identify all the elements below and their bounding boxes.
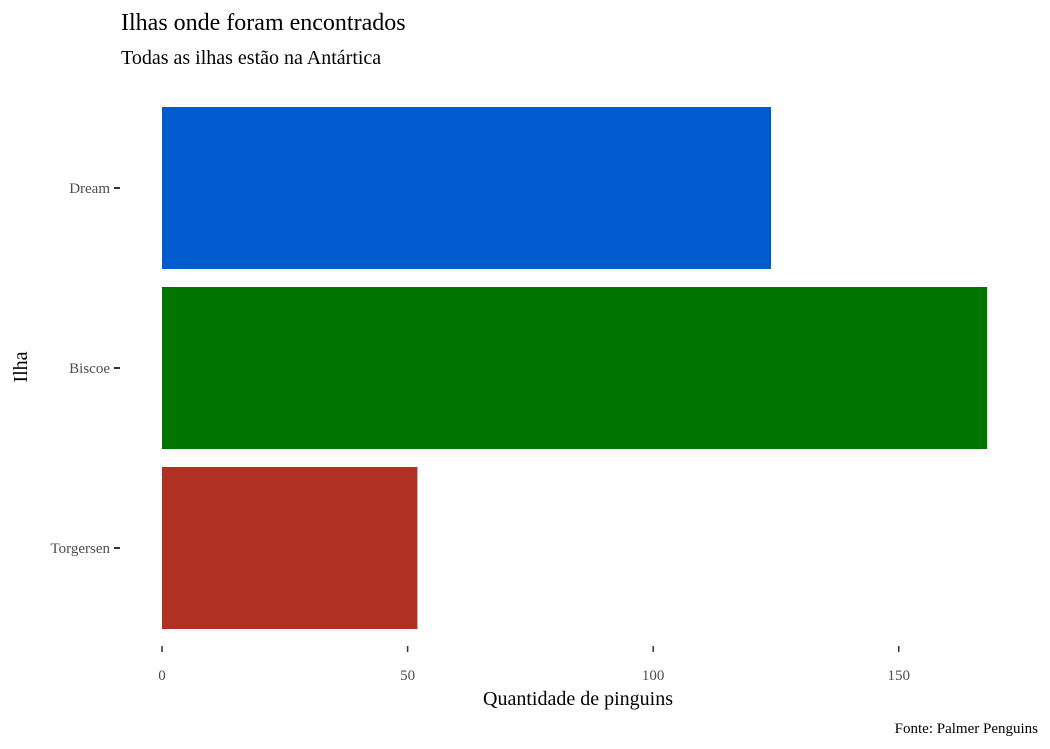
y-tick-label-torgersen: Torgersen	[51, 541, 111, 557]
chart-title: Ilhas onde foram encontrados	[121, 10, 406, 36]
x-tick-label-100: 100	[642, 668, 665, 684]
x-tick-label-0: 0	[158, 668, 166, 684]
y-axis: Dream Biscoe Torgersen	[51, 181, 120, 557]
x-tick-label-50: 50	[400, 668, 415, 684]
x-tick-label-150: 150	[888, 668, 911, 684]
bar-torgersen	[162, 467, 418, 629]
bar-biscoe	[162, 287, 988, 449]
chart-subtitle: Todas as ilhas estão na Antártica	[121, 47, 381, 69]
x-axis: 0 50 100 150	[158, 646, 910, 684]
bars-group	[162, 107, 988, 629]
bar-dream	[162, 107, 772, 269]
y-tick-label-dream: Dream	[69, 181, 110, 197]
chart-caption: Fonte: Palmer Penguins	[895, 721, 1038, 737]
y-axis-label: Ilha	[10, 351, 32, 382]
x-axis-label: Quantidade de pinguins	[483, 688, 673, 710]
y-tick-label-biscoe: Biscoe	[69, 361, 110, 377]
